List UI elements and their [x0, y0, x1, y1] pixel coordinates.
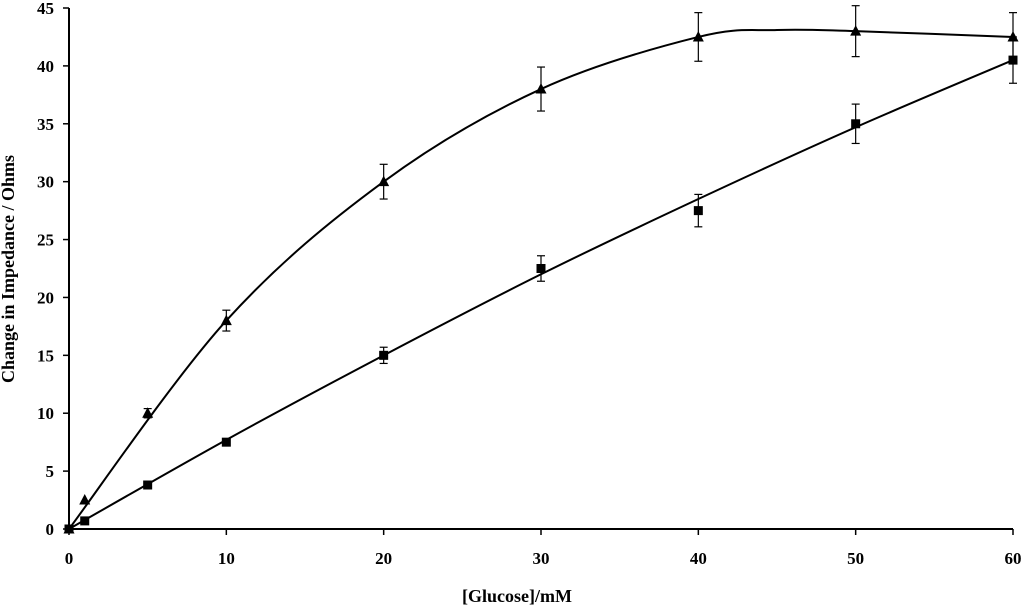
y-tick-label: 45	[37, 0, 54, 18]
data-point-triangle	[1007, 30, 1019, 42]
y-tick-label: 5	[46, 462, 55, 481]
series-2	[64, 36, 1018, 534]
y-tick-label: 0	[46, 520, 55, 539]
x-tick-label: 20	[375, 549, 392, 568]
x-tick-label: 40	[690, 549, 707, 568]
data-point-triangle	[535, 83, 547, 94]
x-tick-label: 10	[218, 549, 235, 568]
x-tick-label: 0	[65, 549, 74, 568]
series-layer	[63, 5, 1019, 534]
y-axis-title: Change in Impedance / Ohms	[0, 155, 18, 383]
y-tick-label: 15	[37, 346, 54, 365]
data-point-triangle	[79, 494, 91, 505]
data-point-square	[536, 264, 546, 273]
x-tick-label: 50	[847, 549, 864, 568]
x-tick-label: 60	[1005, 549, 1022, 568]
data-point-triangle	[142, 407, 154, 418]
data-point-square	[1008, 55, 1018, 65]
data-point-square	[64, 524, 74, 534]
data-point-square	[851, 119, 861, 129]
data-point-triangle	[378, 175, 390, 187]
data-point-triangle	[850, 25, 862, 36]
x-tick-label: 30	[533, 549, 550, 568]
data-point-square	[143, 480, 153, 490]
axes: 0 5 10 15 20 25 30 35 40 45 0 10 20 30 40 50 60	[37, 0, 1022, 568]
data-point-square	[80, 516, 90, 526]
x-axis-title: [Glucose]/mM	[462, 586, 572, 606]
y-tick-label: 35	[37, 115, 54, 134]
data-point-triangle	[692, 30, 704, 42]
data-point-square	[693, 206, 703, 216]
data-point-square	[379, 350, 389, 360]
y-tick-label: 20	[37, 288, 54, 307]
y-tick-label: 30	[37, 173, 54, 192]
y-tick-label: 25	[37, 231, 54, 250]
data-point-triangle	[220, 314, 232, 326]
series-2-fit-line	[68, 59, 1014, 530]
data-point-square	[221, 437, 231, 447]
y-tick-label: 40	[37, 57, 54, 76]
y-tick-label: 10	[37, 404, 54, 423]
